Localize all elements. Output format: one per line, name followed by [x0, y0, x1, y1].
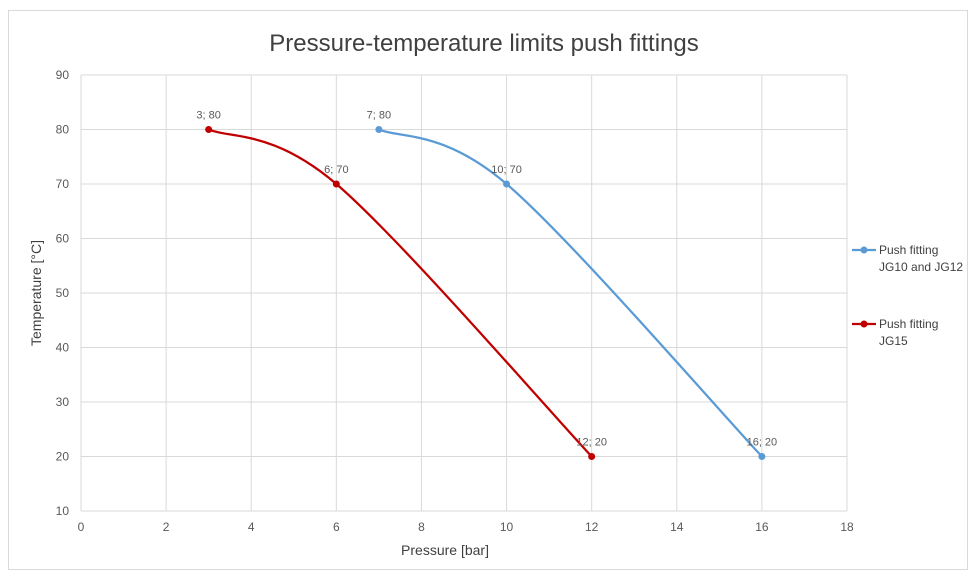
x-tick-label: 2 — [163, 520, 170, 534]
x-tick-label: 6 — [333, 520, 340, 534]
chart-title: Pressure-temperature limits push fitting… — [269, 30, 699, 57]
y-tick-label: 40 — [56, 341, 70, 355]
legend: Push fitting JG10 and JG12 Push fitting JG1… — [852, 243, 963, 348]
legend-swatch-marker — [860, 246, 868, 254]
data-point — [588, 453, 596, 460]
x-tick-label: 8 — [418, 520, 425, 534]
data-point — [332, 180, 340, 188]
x-tick-label: 10 — [500, 520, 514, 534]
y-axis-title: Temperature [°C] — [28, 240, 44, 346]
x-axis-title: Pressure [bar] — [401, 542, 489, 558]
series-line — [208, 128, 593, 458]
x-tick-label: 14 — [670, 520, 684, 534]
data-label: 6; 70 — [324, 164, 348, 176]
legend-entry-label: Push fitting — [879, 317, 938, 331]
data-point — [758, 453, 766, 460]
legend-entry-label: Push fitting — [879, 243, 938, 257]
data-point — [375, 126, 383, 133]
x-tick-label: 4 — [248, 520, 255, 534]
data-label: 16; 20 — [747, 437, 778, 449]
legend-swatch-marker — [860, 320, 868, 328]
data-label: 3; 80 — [196, 110, 220, 122]
x-tick-label: 18 — [840, 520, 854, 534]
legend-entry-label: JG10 and JG12 — [879, 260, 963, 274]
x-tick-label: 0 — [78, 520, 85, 534]
y-tick-label: 20 — [56, 450, 70, 464]
series-line — [378, 128, 763, 458]
y-tick-label: 50 — [56, 286, 70, 300]
data-labels: 7; 80 10; 70 16; 20 3; 80 6; 70 12; 20 — [196, 110, 777, 449]
data-label: 7; 80 — [367, 110, 391, 122]
data-label: 12; 20 — [576, 437, 607, 449]
chart-frame: Pressure-temperature limits push fitting… — [8, 10, 968, 570]
legend-entry-label: JG15 — [879, 334, 908, 348]
grid — [80, 74, 848, 512]
line-chart: Pressure-temperature limits push fitting… — [28, 30, 963, 558]
y-tick-label: 30 — [56, 395, 70, 409]
y-tick-label: 80 — [56, 123, 70, 137]
data-point — [503, 180, 511, 188]
axis-ticks: 0 2 4 6 8 10 12 14 16 18 10 20 30 40 50 60 70 80 90 — [56, 68, 854, 534]
y-tick-label: 10 — [56, 504, 70, 518]
data-label: 10; 70 — [491, 164, 522, 176]
data-point — [205, 126, 213, 133]
y-tick-label: 90 — [56, 68, 70, 82]
y-tick-label: 70 — [56, 177, 70, 191]
x-tick-label: 12 — [585, 520, 599, 534]
y-tick-label: 60 — [56, 232, 70, 246]
series — [205, 126, 766, 460]
x-tick-label: 16 — [755, 520, 769, 534]
